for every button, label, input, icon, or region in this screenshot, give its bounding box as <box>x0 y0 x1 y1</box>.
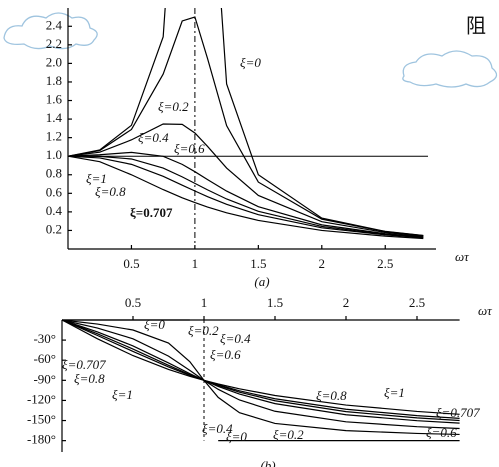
y-tick-label: 1.0 <box>46 147 62 162</box>
curve-label: ξ=0.6 <box>174 141 205 156</box>
y-tick-label: -30° <box>33 331 56 346</box>
plot-area <box>68 8 424 240</box>
y-tick-label: 0.8 <box>46 166 62 181</box>
decor-cloud <box>402 50 498 88</box>
curve <box>68 155 424 238</box>
x-tick-label: 1.5 <box>250 256 266 271</box>
curve-label: ξ=0.4 <box>138 130 169 145</box>
plot-area <box>62 319 460 442</box>
y-tick-label: 1.8 <box>46 73 62 88</box>
curve <box>68 16 424 237</box>
curve-label: ξ=0 <box>226 429 247 444</box>
curve-label: ξ=0.4 <box>202 421 233 436</box>
x-tick-label: 1 <box>201 295 208 310</box>
curve-label: ξ=0.4 <box>220 331 251 346</box>
curve-label: ξ=0 <box>240 55 261 70</box>
curve-label: ξ=0.8 <box>95 184 126 199</box>
y-tick-label: -150° <box>27 412 56 427</box>
y-tick-label: 0.6 <box>46 184 63 199</box>
x-tick-label: 0.5 <box>123 256 139 271</box>
y-tick-label: 1.6 <box>46 92 63 107</box>
curve-label: ξ=0.6 <box>210 347 241 362</box>
curve-label: ξ=0.707 <box>436 405 480 420</box>
curve <box>68 155 424 239</box>
y-tick-label: -90° <box>33 371 56 386</box>
y-tick-label: 2.4 <box>46 17 63 32</box>
y-tick-label: -60° <box>33 351 56 366</box>
curve <box>68 151 424 238</box>
y-tick-label: 2.0 <box>46 54 62 69</box>
y-tick-label: 1.4 <box>46 110 63 125</box>
curve-label: ξ=0.707 <box>62 357 106 372</box>
curve <box>62 319 460 415</box>
curve-label: ξ=1 <box>86 171 107 186</box>
x-tick-label: 2.5 <box>377 256 393 271</box>
y-tick-label: 1.2 <box>46 129 62 144</box>
caption: (b) <box>260 458 275 467</box>
curve <box>62 319 460 442</box>
y-tick-label: -120° <box>27 391 56 406</box>
curve-label: ξ=0 <box>144 317 165 332</box>
curve-label: ξ=0.707 <box>130 205 173 220</box>
curve-label: ξ=1 <box>384 385 405 400</box>
y-tick-label: 0.4 <box>46 203 63 218</box>
x-tick-label: 0.5 <box>125 295 141 310</box>
y-tick-label: 0.2 <box>46 221 62 236</box>
y-tick-label: -180° <box>27 432 56 447</box>
x-tick-label: 1.5 <box>267 295 283 310</box>
curve-label: ξ=0.2 <box>273 427 304 442</box>
caption: (a) <box>254 274 269 289</box>
curve-label: ξ=1 <box>112 387 133 402</box>
x-tick-label: 2 <box>343 295 350 310</box>
y-tick-label: 2.2 <box>46 36 62 51</box>
x-tick-label: 1 <box>192 256 199 271</box>
x-tick-label: 2 <box>319 256 326 271</box>
curve <box>62 319 460 436</box>
curve <box>68 123 424 237</box>
curve <box>68 155 424 240</box>
curve-label: ξ=0.8 <box>316 388 347 403</box>
curve-label: ξ=0.8 <box>74 371 105 386</box>
x-axis-label: ωτ <box>478 303 493 318</box>
x-axis-label: ωτ <box>455 249 470 264</box>
curve-label: ξ=0.2 <box>188 323 219 338</box>
x-tick-label: 2.5 <box>409 295 425 310</box>
curve-label: ξ=0.2 <box>158 99 189 114</box>
curve-label: ξ=0.6 <box>426 425 457 440</box>
curve <box>62 319 460 430</box>
decor-cloud <box>3 12 98 50</box>
page-text: 阻 <box>466 15 486 38</box>
